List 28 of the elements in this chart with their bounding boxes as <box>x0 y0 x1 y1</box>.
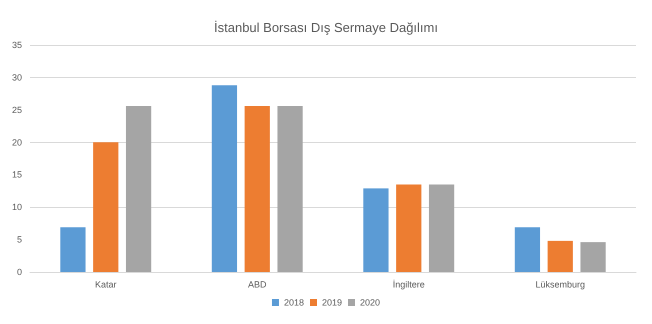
y-tick-label: 10 <box>12 202 22 212</box>
bar <box>60 227 86 272</box>
bar <box>212 85 238 272</box>
bar <box>580 242 606 272</box>
y-tick-label: 20 <box>12 137 22 148</box>
bar <box>396 184 422 272</box>
y-tick-label: 15 <box>12 170 22 180</box>
bar <box>93 142 118 272</box>
bar <box>514 227 540 272</box>
chart-title: İstanbul Borsası Dış Sermaye Dağılımı <box>214 20 438 35</box>
x-tick-label: İngiltere <box>392 280 425 290</box>
y-tick-label: 30 <box>12 72 22 82</box>
y-tick-label: 25 <box>12 104 22 115</box>
bar <box>126 106 152 272</box>
y-tick-label: 35 <box>12 40 22 50</box>
x-tick-label: Katar <box>94 280 117 290</box>
legend-label: 2019 <box>322 298 342 308</box>
bar <box>428 184 454 272</box>
bar <box>244 106 270 272</box>
legend-label: 2020 <box>360 298 380 308</box>
y-tick-label: 0 <box>16 267 22 277</box>
x-tick-label: Lüksemburg <box>535 280 586 290</box>
bar <box>363 188 389 272</box>
bar <box>548 240 573 272</box>
y-tick-label: 5 <box>16 234 22 245</box>
legend-label: 2018 <box>284 298 304 308</box>
bar <box>277 106 303 272</box>
x-tick-label: ABD <box>248 280 267 290</box>
